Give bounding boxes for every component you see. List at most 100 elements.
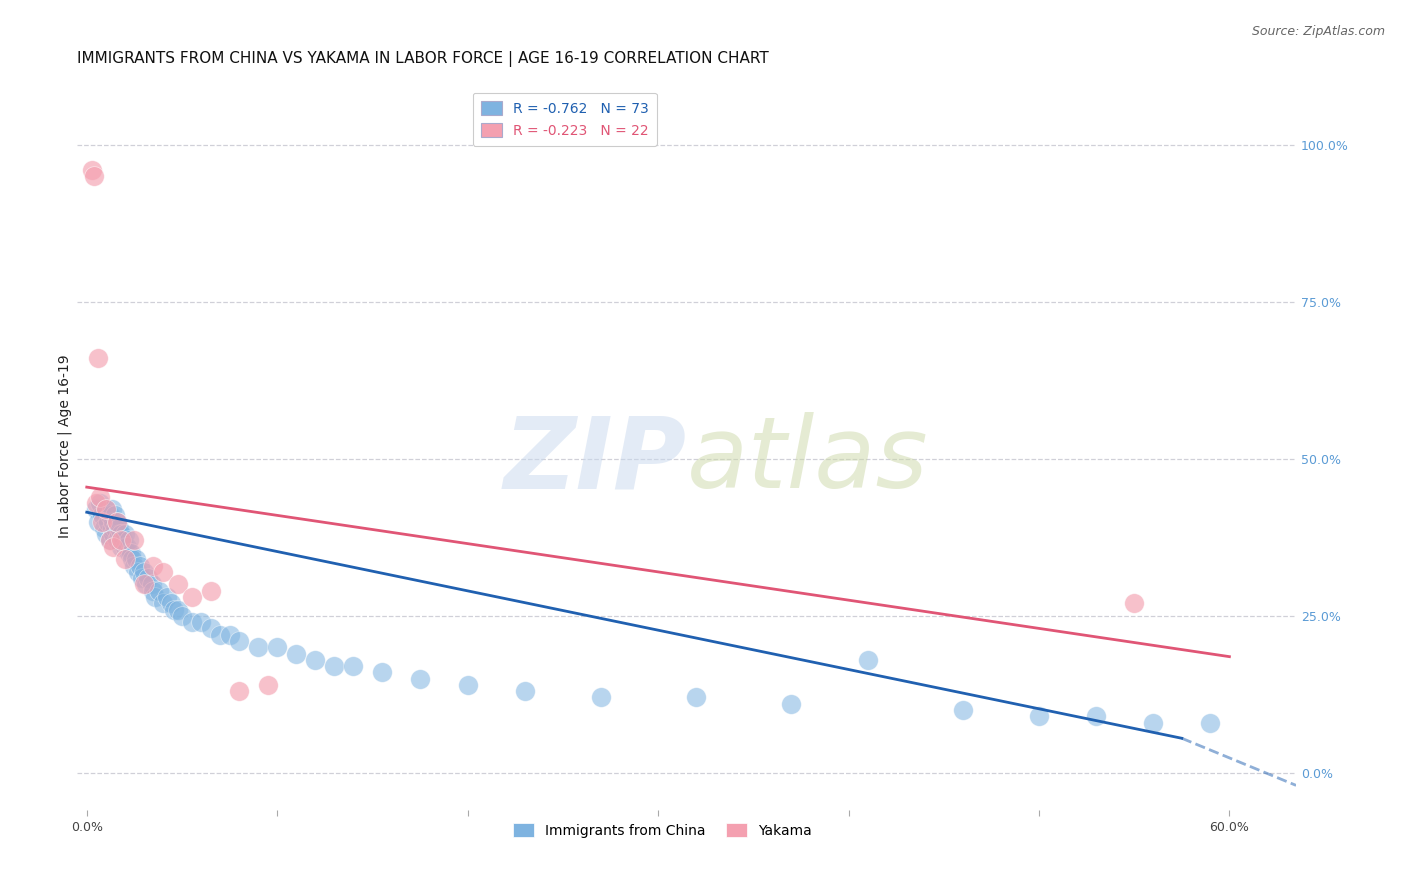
Point xyxy=(304,653,326,667)
Point xyxy=(103,527,125,541)
Point xyxy=(256,678,278,692)
Point xyxy=(180,590,202,604)
Point xyxy=(218,628,240,642)
Point xyxy=(409,672,432,686)
Point xyxy=(170,608,193,623)
Text: atlas: atlas xyxy=(686,412,928,509)
Point xyxy=(142,558,165,573)
Point xyxy=(513,684,536,698)
Point xyxy=(127,565,149,579)
Point xyxy=(685,690,707,705)
Point xyxy=(103,515,125,529)
Point xyxy=(136,571,159,585)
Point xyxy=(247,640,270,655)
Legend: Immigrants from China, Yakama: Immigrants from China, Yakama xyxy=(508,818,817,844)
Point xyxy=(125,552,148,566)
Point xyxy=(105,515,128,529)
Point xyxy=(108,521,131,535)
Point xyxy=(371,665,394,680)
Point xyxy=(115,540,138,554)
Point xyxy=(1028,709,1050,723)
Point xyxy=(167,602,190,616)
Point xyxy=(159,596,181,610)
Point xyxy=(94,527,117,541)
Point xyxy=(98,508,121,523)
Point xyxy=(141,577,163,591)
Point xyxy=(97,515,120,529)
Point xyxy=(114,527,136,541)
Point xyxy=(93,521,115,535)
Point xyxy=(148,583,170,598)
Point xyxy=(91,508,114,523)
Text: ZIP: ZIP xyxy=(503,412,686,509)
Point xyxy=(118,546,141,560)
Point xyxy=(91,515,114,529)
Point xyxy=(228,684,250,698)
Text: Source: ZipAtlas.com: Source: ZipAtlas.com xyxy=(1251,25,1385,38)
Point xyxy=(84,502,107,516)
Y-axis label: In Labor Force | Age 16-19: In Labor Force | Age 16-19 xyxy=(58,354,72,538)
Point xyxy=(114,540,136,554)
Point xyxy=(200,583,222,598)
Point xyxy=(87,351,110,366)
Point xyxy=(104,521,127,535)
Point xyxy=(100,502,122,516)
Point xyxy=(82,163,104,178)
Point xyxy=(200,621,222,635)
Point xyxy=(342,659,364,673)
Point xyxy=(110,533,132,548)
Point xyxy=(110,540,132,554)
Point xyxy=(129,558,152,573)
Point xyxy=(120,546,142,560)
Point xyxy=(105,533,128,548)
Point xyxy=(132,565,155,579)
Point xyxy=(152,565,174,579)
Point xyxy=(856,653,879,667)
Point xyxy=(83,169,105,184)
Point xyxy=(87,515,110,529)
Point xyxy=(110,527,132,541)
Point xyxy=(104,508,127,523)
Point xyxy=(163,602,186,616)
Point xyxy=(98,533,121,548)
Point xyxy=(180,615,202,629)
Point xyxy=(118,533,141,548)
Point xyxy=(1199,715,1222,730)
Point xyxy=(143,590,166,604)
Point xyxy=(142,583,165,598)
Point xyxy=(152,596,174,610)
Point xyxy=(457,678,479,692)
Point xyxy=(589,690,612,705)
Point xyxy=(209,628,232,642)
Point xyxy=(323,659,346,673)
Point xyxy=(124,558,146,573)
Point xyxy=(98,533,121,548)
Point xyxy=(1142,715,1164,730)
Point xyxy=(103,540,125,554)
Text: IMMIGRANTS FROM CHINA VS YAKAMA IN LABOR FORCE | AGE 16-19 CORRELATION CHART: IMMIGRANTS FROM CHINA VS YAKAMA IN LABOR… xyxy=(77,51,769,67)
Point xyxy=(1085,709,1108,723)
Point xyxy=(94,502,117,516)
Point xyxy=(121,552,143,566)
Point xyxy=(114,552,136,566)
Point xyxy=(131,571,153,585)
Point xyxy=(89,496,111,510)
Point xyxy=(108,527,131,541)
Point xyxy=(89,490,111,504)
Point xyxy=(135,577,157,591)
Point xyxy=(780,697,803,711)
Point xyxy=(952,703,974,717)
Point xyxy=(105,515,128,529)
Point xyxy=(94,502,117,516)
Point xyxy=(156,590,179,604)
Point xyxy=(100,521,122,535)
Point xyxy=(124,533,146,548)
Point xyxy=(285,647,308,661)
Point xyxy=(228,634,250,648)
Point xyxy=(190,615,212,629)
Point xyxy=(266,640,288,655)
Point xyxy=(132,577,155,591)
Point xyxy=(111,533,134,548)
Point xyxy=(1123,596,1146,610)
Point xyxy=(167,577,190,591)
